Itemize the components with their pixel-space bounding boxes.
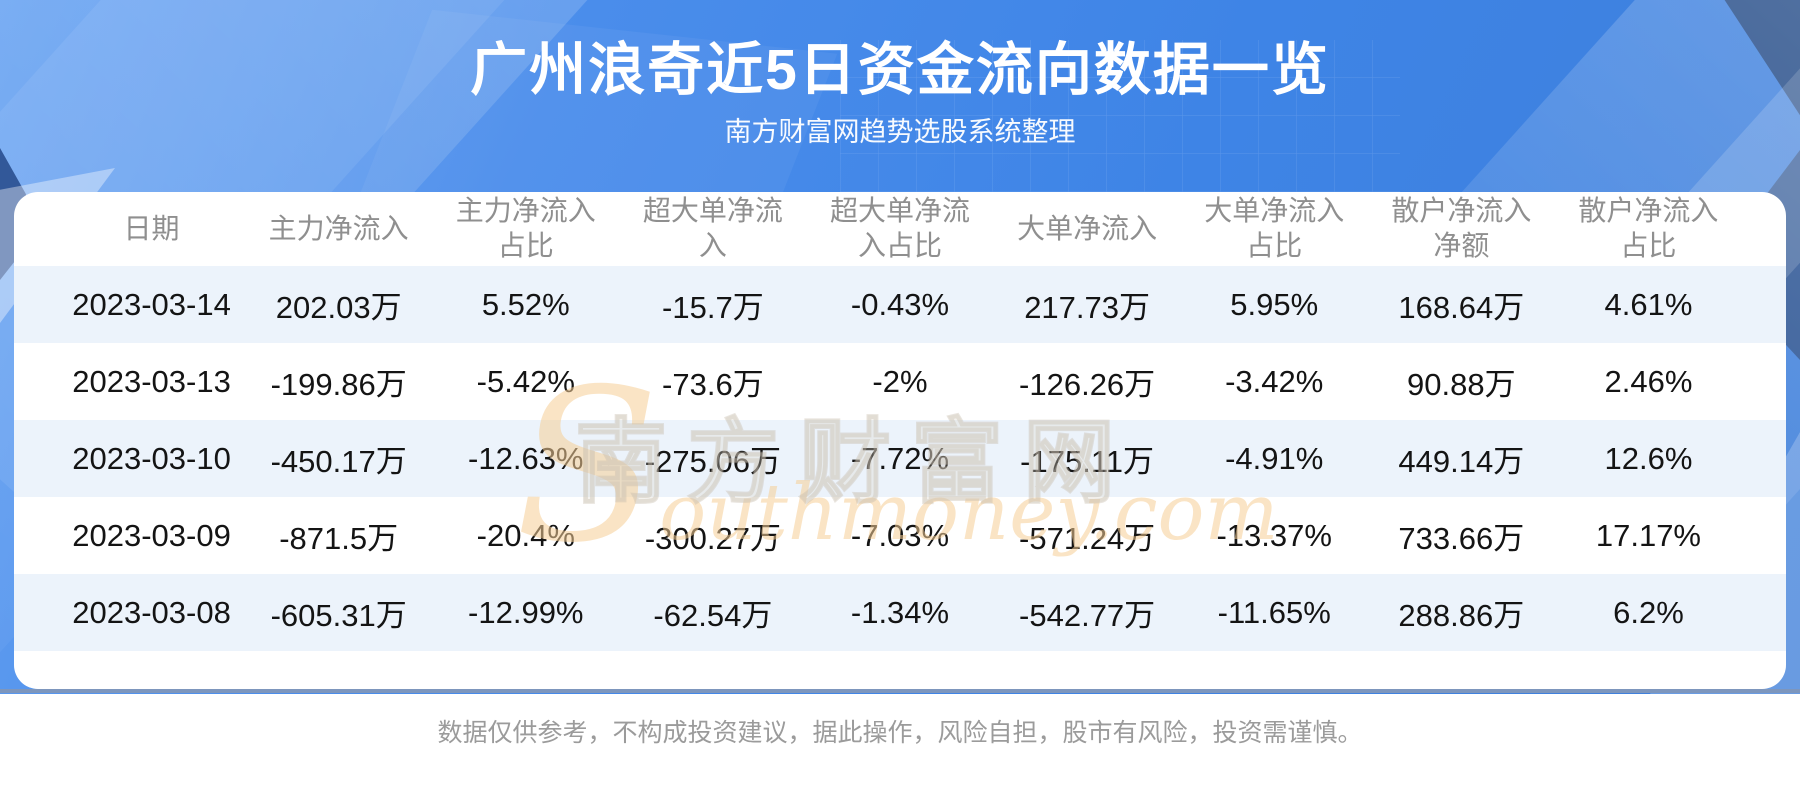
- spacer-cell: [14, 192, 58, 266]
- table-cell: -15.7万: [662, 290, 764, 325]
- spacer-cell: [14, 574, 58, 651]
- table-cell: 6.2%: [1613, 594, 1684, 630]
- table-cell-date: 2023-03-09: [72, 517, 231, 553]
- table-cell-date: 2023-03-08: [72, 594, 231, 630]
- table-cell: -1.34%: [850, 594, 950, 630]
- spacer-cell: [1742, 420, 1786, 497]
- table-cell: -300.27万: [644, 521, 781, 556]
- table-cell-date: 2023-03-13: [72, 363, 231, 399]
- column-header-main-net-inflow: 主力净流入: [268, 212, 409, 244]
- table-cell: -199.86万: [270, 367, 407, 402]
- table-cell: -11.65%: [1217, 594, 1331, 630]
- table-row: 2023-03-09 -871.5万 -20.4% -300.27万 -7.03…: [14, 497, 1786, 574]
- column-header-date: 日期: [123, 212, 180, 244]
- column-header-super-large-net-inflow-ratio: 超大单净流 入占比: [829, 195, 970, 261]
- table-cell: 217.73万: [1024, 290, 1151, 325]
- spacer-cell: [1742, 343, 1786, 420]
- table-cell: 17.17%: [1595, 517, 1701, 553]
- table-cell-date: 2023-03-14: [72, 286, 231, 322]
- table-header: 日期 主力净流入 主力净流入 占比 超大单净流入 超大单净流 入占比 大单净流入 大…: [14, 192, 1786, 266]
- spacer-cell: [14, 343, 58, 420]
- page-title: 广州浪奇近5日资金流向数据一览: [470, 38, 1330, 102]
- spacer-cell: [1742, 574, 1786, 651]
- table-cell: -3.42%: [1225, 363, 1324, 399]
- table-cell: -12.63%: [468, 440, 584, 476]
- table-cell: -73.6万: [662, 367, 764, 402]
- table-cell: -571.24万: [1019, 521, 1156, 556]
- spacer-cell: [14, 420, 58, 497]
- table-cell: -175.11万: [1020, 444, 1155, 479]
- table-cell: -0.43%: [850, 286, 950, 322]
- table-cell: 2.46%: [1604, 363, 1693, 399]
- table-cell: 5.52%: [481, 286, 570, 322]
- table-cell: -12.99%: [468, 594, 584, 630]
- table-cell: 5.95%: [1230, 286, 1319, 322]
- header-row: 日期 主力净流入 主力净流入 占比 超大单净流入 超大单净流 入占比 大单净流入 大…: [14, 192, 1786, 266]
- fund-flow-table: 日期 主力净流入 主力净流入 占比 超大单净流入 超大单净流 入占比 大单净流入 大…: [14, 192, 1786, 651]
- table-cell: -2%: [872, 363, 928, 399]
- card-bottom-divider: [0, 689, 1800, 693]
- spacer-cell: [1742, 497, 1786, 574]
- table-cell: 288.86万: [1398, 598, 1525, 633]
- column-header-large-net-inflow: 大单净流入: [1017, 212, 1158, 244]
- table-cell: 12.6%: [1604, 440, 1693, 476]
- spacer-cell: [14, 266, 58, 343]
- disclaimer-text: 数据仅供参考，不构成投资建议，据此操作，风险自担，股市有风险，投资需谨慎。: [437, 719, 1363, 747]
- column-header-retail-net-inflow: 散户净流入 净额: [1391, 195, 1532, 261]
- table-cell: 4.61%: [1604, 286, 1693, 322]
- column-header-super-large-net-inflow: 超大单净流入: [642, 195, 783, 261]
- spacer-cell: [14, 497, 58, 574]
- table-cell: 168.64万: [1398, 290, 1525, 325]
- column-header-retail-net-inflow-ratio: 散户净流入 占比: [1578, 195, 1719, 261]
- table-cell: -605.31万: [270, 598, 407, 633]
- table-body: 2023-03-14 202.03万 5.52% -15.7万 -0.43% 2…: [14, 266, 1786, 651]
- fund-flow-card: 日期 主力净流入 主力净流入 占比 超大单净流入 超大单净流 入占比 大单净流入 大…: [14, 192, 1786, 689]
- table-cell: -126.26万: [1019, 367, 1156, 402]
- table-cell: 449.14万: [1398, 444, 1525, 479]
- table-cell: 90.88万: [1407, 367, 1516, 402]
- spacer-cell: [1742, 266, 1786, 343]
- table-cell: -5.42%: [476, 363, 575, 399]
- table-row: 2023-03-13 -199.86万 -5.42% -73.6万 -2% -1…: [14, 343, 1786, 420]
- column-header-large-net-inflow-ratio: 大单净流入 占比: [1204, 195, 1345, 261]
- column-header-main-net-inflow-ratio: 主力净流入 占比: [455, 195, 596, 261]
- table-row: 2023-03-08 -605.31万 -12.99% -62.54万 -1.3…: [14, 574, 1786, 651]
- page-subtitle: 南方财富网趋势选股系统整理: [724, 117, 1076, 147]
- table-cell: -450.17万: [270, 444, 407, 479]
- table-cell: -7.72%: [850, 440, 950, 476]
- table-cell: -275.06万: [644, 444, 781, 479]
- table-cell: 733.66万: [1398, 521, 1525, 556]
- table-cell: -871.5万: [279, 521, 399, 556]
- table-cell: 202.03万: [275, 290, 402, 325]
- table-cell: -13.37%: [1216, 517, 1332, 553]
- spacer-cell: [1742, 192, 1786, 266]
- table-cell: -4.91%: [1225, 440, 1324, 476]
- table-cell: -542.77万: [1019, 598, 1156, 633]
- table-cell: -20.4%: [476, 517, 575, 553]
- table-row: 2023-03-14 202.03万 5.52% -15.7万 -0.43% 2…: [14, 266, 1786, 343]
- table-cell: -7.03%: [850, 517, 950, 553]
- table-row: 2023-03-10 -450.17万 -12.63% -275.06万 -7.…: [14, 420, 1786, 497]
- table-cell-date: 2023-03-10: [72, 440, 231, 476]
- table-cell: -62.54万: [653, 598, 773, 633]
